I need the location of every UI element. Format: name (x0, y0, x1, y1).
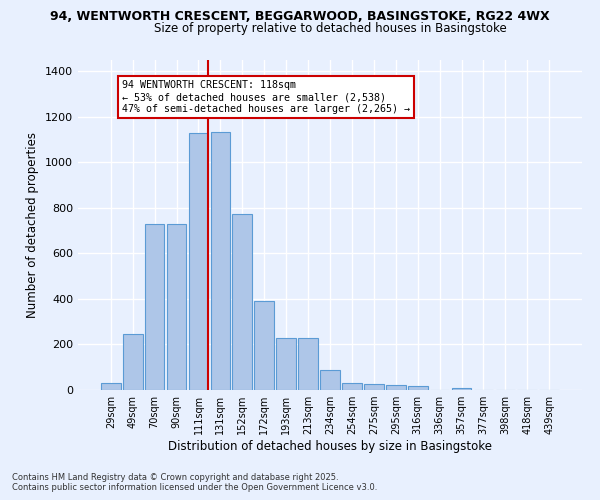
X-axis label: Distribution of detached houses by size in Basingstoke: Distribution of detached houses by size … (168, 440, 492, 453)
Y-axis label: Number of detached properties: Number of detached properties (26, 132, 40, 318)
Bar (298, 338, 318, 390)
Bar (452, 388, 472, 390)
Bar (276, 338, 296, 390)
Bar (320, 370, 340, 390)
Bar (386, 385, 406, 390)
Bar (167, 224, 187, 390)
Text: 94, WENTWORTH CRESCENT, BEGGARWOOD, BASINGSTOKE, RG22 4WX: 94, WENTWORTH CRESCENT, BEGGARWOOD, BASI… (50, 10, 550, 23)
Bar (364, 384, 384, 390)
Bar (342, 383, 362, 390)
Bar (211, 132, 230, 390)
Bar (123, 334, 143, 390)
Text: 94 WENTWORTH CRESCENT: 118sqm
← 53% of detached houses are smaller (2,538)
47% o: 94 WENTWORTH CRESCENT: 118sqm ← 53% of d… (122, 80, 410, 114)
Bar (188, 133, 208, 390)
Text: Contains HM Land Registry data © Crown copyright and database right 2025.
Contai: Contains HM Land Registry data © Crown c… (12, 473, 377, 492)
Bar (232, 214, 252, 390)
Bar (101, 383, 121, 390)
Bar (254, 301, 274, 390)
Bar (408, 386, 428, 390)
Title: Size of property relative to detached houses in Basingstoke: Size of property relative to detached ho… (154, 22, 506, 35)
Bar (145, 224, 164, 390)
